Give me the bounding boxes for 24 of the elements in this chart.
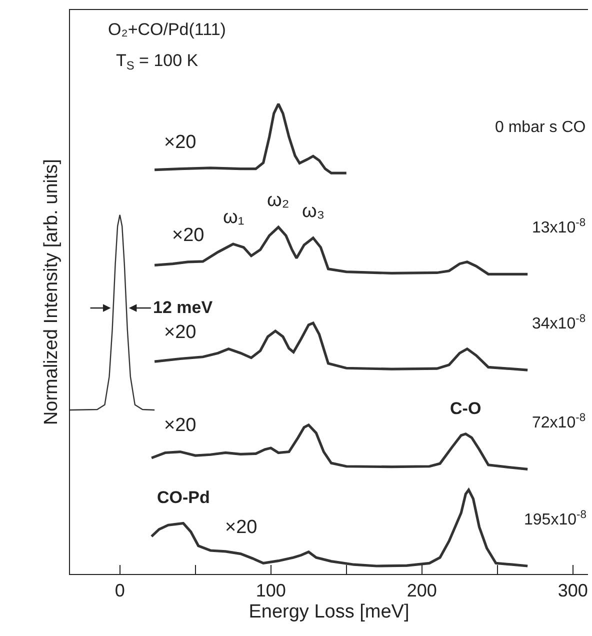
annotation: ×20 [225, 517, 258, 538]
text: O₂+CO/Pd(111) [108, 20, 226, 39]
annotation: C-O [450, 399, 482, 418]
annotation: ω₁ [223, 207, 244, 228]
text: 0 mbar s CO [495, 119, 586, 136]
x-tick-label: 200 [406, 580, 437, 601]
annotation: 12 meV [153, 298, 214, 317]
x-tick-label: 100 [256, 580, 286, 601]
text: 72x10$^{-8}$ [532, 412, 586, 432]
text: 34x10$^{-8}$ [532, 313, 586, 333]
text: T$_{S}$ = 100 K [116, 51, 199, 73]
annotation: CO-Pd [157, 488, 210, 507]
text: 195x10$^{-8}$ [524, 509, 586, 529]
text: 13x10$^{-8}$ [532, 217, 586, 237]
annotation: ω₂ [267, 190, 290, 211]
annotation: ×20 [172, 225, 204, 246]
annotation: ×20 [164, 132, 196, 153]
annotation: ×20 [164, 415, 196, 436]
x-axis-title: Energy Loss [meV] [248, 601, 410, 622]
annotation: ω₃ [302, 201, 325, 222]
annotation: ×20 [164, 322, 196, 343]
x-tick-label: 0 [114, 580, 125, 601]
y-axis-title: Normalized Intensity [arb. units] [40, 158, 62, 426]
x-tick-label: 300 [558, 580, 588, 601]
